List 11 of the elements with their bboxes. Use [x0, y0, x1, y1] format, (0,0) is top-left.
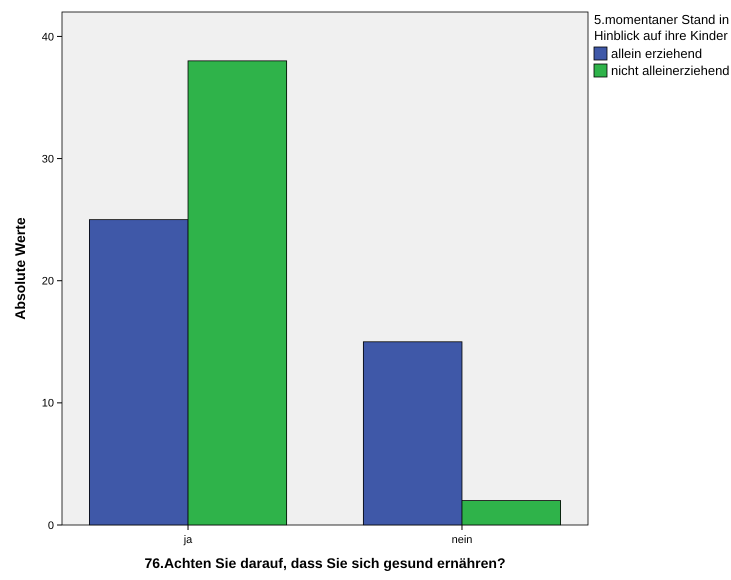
- legend-label: nicht alleinerziehend: [611, 63, 730, 78]
- y-tick-label: 30: [42, 153, 54, 166]
- y-tick-label: 0: [48, 520, 54, 532]
- x-tick-label: nein: [452, 534, 472, 546]
- y-tick-label: 40: [42, 31, 54, 44]
- y-axis-title: Absolute Werte: [12, 217, 28, 320]
- x-tick-label: ja: [182, 534, 194, 546]
- y-tick-label: 10: [42, 398, 54, 410]
- x-axis-title: 76.Achten Sie darauf, dass Sie sich gesund ernähren?: [144, 555, 506, 571]
- legend-label: allein erziehend: [611, 46, 702, 61]
- y-tick-label: 20: [42, 276, 54, 288]
